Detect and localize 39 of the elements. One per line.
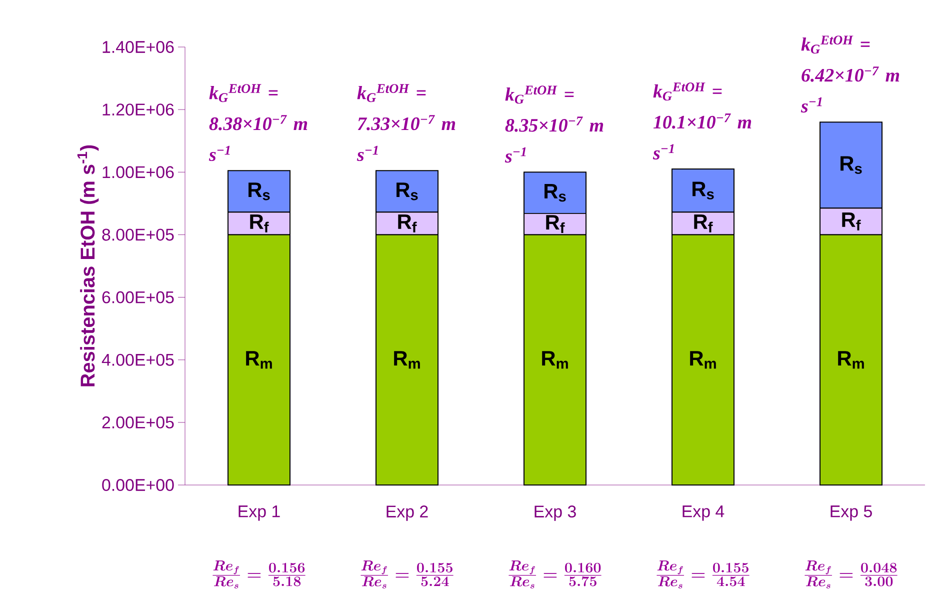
text: R$_{s}$	[396, 182, 418, 200]
text: R$_{f}$	[694, 214, 713, 232]
text: R$_{f}$	[398, 214, 417, 232]
x-tick-label: Exp 5	[830, 506, 872, 521]
y-tick-label: 1.20E+06	[102, 104, 174, 116]
x-tick-label: Exp 2	[386, 506, 428, 521]
y-tick-label: 2.00E+05	[102, 416, 174, 428]
text: R$_{m}$	[690, 351, 716, 369]
y-tick-label: 8.00E+05	[102, 228, 174, 241]
text: k$_{G}$$^{EtOH}$ = 10.1×10$^{−7}$ m s$^{−1}$	[652, 82, 752, 160]
text: k$_{G}$$^{EtOH}$ = 6.42×10$^{−7}$ m s$^{−1}$	[800, 36, 900, 113]
text: R$_{f}$	[842, 212, 861, 230]
text: $\frac{Re_f}{Re_s}=\frac{0.155}{4.54}$	[656, 560, 750, 588]
text: $\frac{Re_f}{Re_s}=\frac{0.156}{5.18}$	[212, 560, 306, 588]
text: $\frac{Re_f}{Re_s}=\frac{0.048}{3.00}$	[804, 560, 898, 588]
y-tick-label: 1.00E+06	[102, 166, 174, 178]
series-label: R$_{m}$	[394, 351, 420, 369]
series-label: R$_{s}$	[544, 184, 566, 202]
text: $\frac{Re_f}{Re_s}=\frac{0.155}{5.24}$	[360, 560, 454, 588]
text: k$_{G}$$^{EtOH}$ = 8.38×10$^{−7}$ m s$^{−1}$	[208, 84, 308, 162]
text: R$_{s}$	[692, 182, 714, 200]
text: R$_{m}$	[246, 351, 272, 369]
text: $\frac{Re_f}{Re_s}=\frac{0.160}{5.75}$	[508, 560, 602, 588]
text: R$_{m}$	[542, 351, 568, 369]
y-tick-label: 4.00E+05	[102, 354, 174, 366]
y-tick-label: 0.00E+00	[102, 479, 174, 491]
x-tick-label: Exp 4	[682, 506, 724, 521]
text: R$_{s}$	[248, 182, 270, 200]
x-tick-label: Exp 1	[238, 506, 280, 521]
series-label: R$_{f}$	[546, 215, 565, 234]
y-tick-label: 6.00E+05	[102, 291, 174, 304]
text: R$_{f}$	[250, 214, 269, 232]
y-axis-title: Resistencias EtOH (m s$^{-1}$)	[77, 145, 99, 386]
text: R$_{m}$	[838, 351, 864, 369]
text: R$_{s}$	[840, 156, 862, 174]
text: k$_{G}$$^{EtOH}$ = 7.33×10$^{−7}$ m s$^{−1}$	[356, 84, 456, 162]
x-tick-label: Exp 3	[534, 506, 576, 521]
y-tick-label: 1.40E+06	[102, 41, 174, 53]
text: k$_{G}$$^{EtOH}$ = 8.35×10$^{−7}$ m s$^{−1}$	[504, 86, 604, 163]
